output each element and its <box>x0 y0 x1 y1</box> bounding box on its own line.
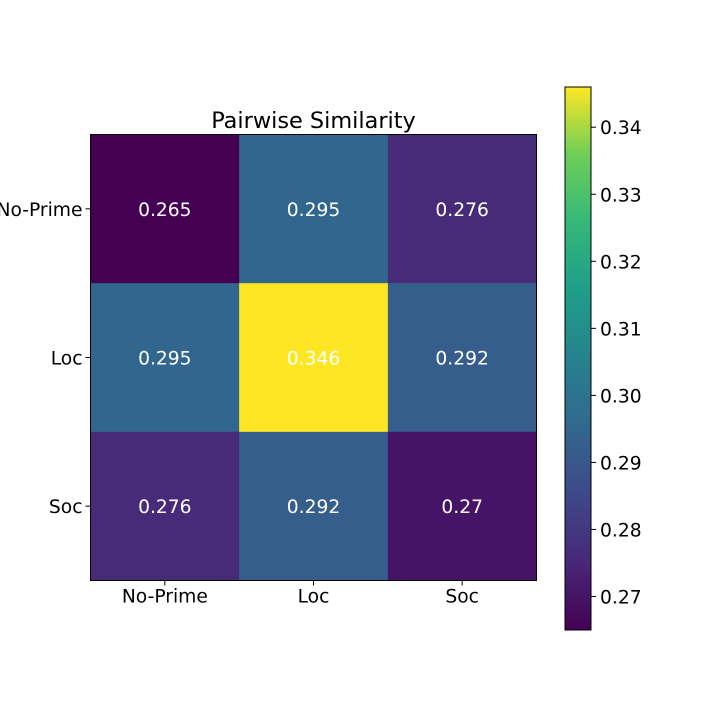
x-tick-label: No-Prime <box>122 587 208 608</box>
cell-value-label: 0.292 <box>435 349 489 370</box>
colorbar-tick-label: 0.29 <box>600 453 642 474</box>
colorbar <box>564 86 592 631</box>
heatmap-cell <box>90 134 240 284</box>
heatmap-cell <box>387 134 537 284</box>
cell-value-label: 0.276 <box>138 497 192 518</box>
y-tick-label: Loc <box>51 349 83 370</box>
y-tick-label: No-Prime <box>0 200 83 221</box>
colorbar-tick-label: 0.28 <box>600 520 642 541</box>
x-tick-label: Loc <box>298 587 330 608</box>
cell-value-label: 0.292 <box>287 497 341 518</box>
heatmap-cell <box>239 134 389 284</box>
heatmap-cell <box>239 283 389 433</box>
colorbar-tick-label: 0.34 <box>600 118 642 139</box>
heatmap-axes: No-Prime Loc Soc No-Prime Loc Soc <box>0 200 479 608</box>
cell-value-label: 0.276 <box>435 200 489 221</box>
cell-value-label: 0.346 <box>287 349 341 370</box>
chart-title: Pairwise Similarity <box>211 108 416 134</box>
cell-value-label: 0.265 <box>138 200 192 221</box>
colorbar-tick-label: 0.31 <box>600 319 642 340</box>
cell-value-label: 0.295 <box>287 200 341 221</box>
heatmap-cells: 0.265 0.295 0.276 0.295 0.346 0.292 0.276 0.292… <box>90 134 537 581</box>
cell-value-label: 0.27 <box>441 497 483 518</box>
colorbar-tick-label: 0.33 <box>600 185 642 206</box>
colorbar-tick-label: 0.27 <box>600 587 642 608</box>
heatmap-cell <box>387 283 537 433</box>
heatmap-cell <box>90 431 240 581</box>
colorbar-ticks: 0.27 0.28 0.29 0.30 0.31 0.32 0.33 0.34 <box>591 118 642 608</box>
heatmap-cell <box>239 431 389 581</box>
heatmap-cell <box>90 283 240 433</box>
colorbar-tick-label: 0.32 <box>600 252 642 273</box>
colorbar-tick-label: 0.30 <box>600 386 642 407</box>
cell-value-label: 0.295 <box>138 349 192 370</box>
x-tick-label: Soc <box>445 587 479 608</box>
heatmap-cell <box>387 431 537 581</box>
y-tick-label: Soc <box>49 497 83 518</box>
